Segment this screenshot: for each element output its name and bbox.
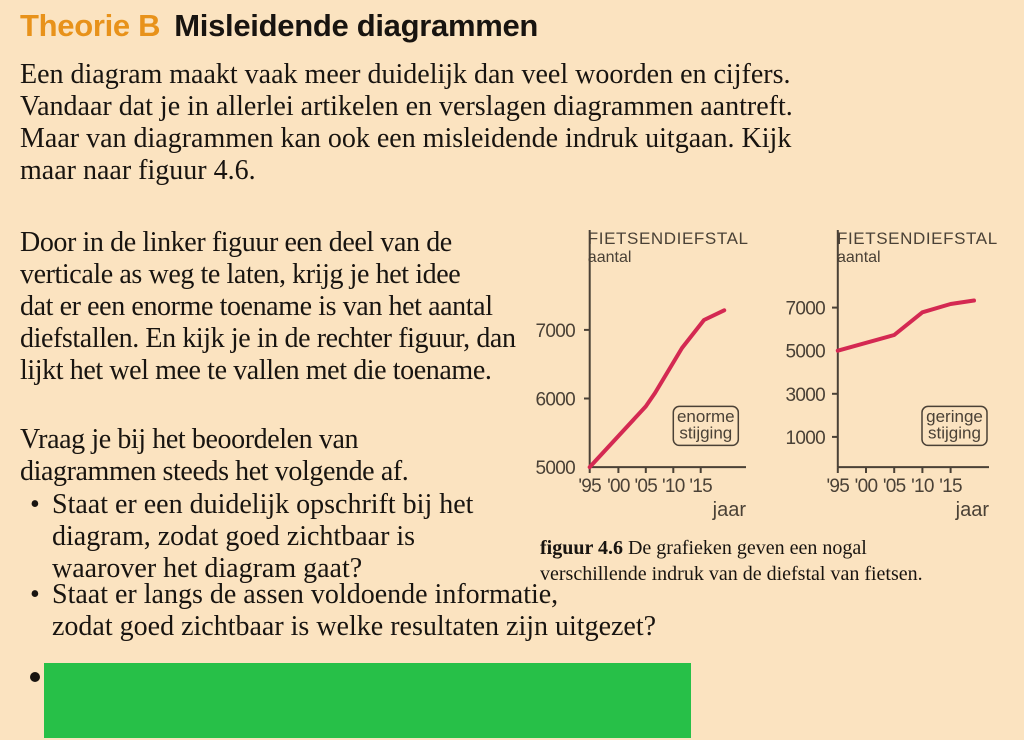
svg-text:'05: '05 (634, 476, 657, 497)
svg-text:'10: '10 (662, 476, 685, 497)
svg-text:1000: 1000 (786, 428, 826, 449)
svg-text:'00: '00 (855, 476, 878, 497)
svg-text:'95: '95 (578, 476, 601, 497)
svg-text:FIETSENDIEFSTAL: FIETSENDIEFSTAL (588, 229, 749, 248)
svg-text:'00: '00 (607, 476, 630, 497)
svg-text:5000: 5000 (536, 458, 576, 479)
svg-text:6000: 6000 (536, 390, 576, 411)
svg-text:aantal: aantal (837, 249, 881, 266)
svg-text:'15: '15 (939, 476, 962, 497)
svg-text:FIETSENDIEFSTAL: FIETSENDIEFSTAL (837, 229, 998, 248)
svg-text:stijging: stijging (679, 424, 732, 443)
svg-text:'95: '95 (826, 476, 849, 497)
svg-text:'15: '15 (689, 476, 712, 497)
svg-text:'10: '10 (911, 476, 934, 497)
svg-text:aantal: aantal (588, 249, 632, 266)
svg-text:jaar: jaar (712, 499, 747, 521)
svg-text:7000: 7000 (786, 299, 826, 320)
svg-text:7000: 7000 (536, 321, 576, 342)
svg-text:stijging: stijging (928, 424, 981, 443)
svg-text:5000: 5000 (786, 342, 826, 363)
svg-text:'05: '05 (883, 476, 906, 497)
svg-text:jaar: jaar (955, 499, 990, 521)
svg-text:3000: 3000 (786, 385, 826, 406)
